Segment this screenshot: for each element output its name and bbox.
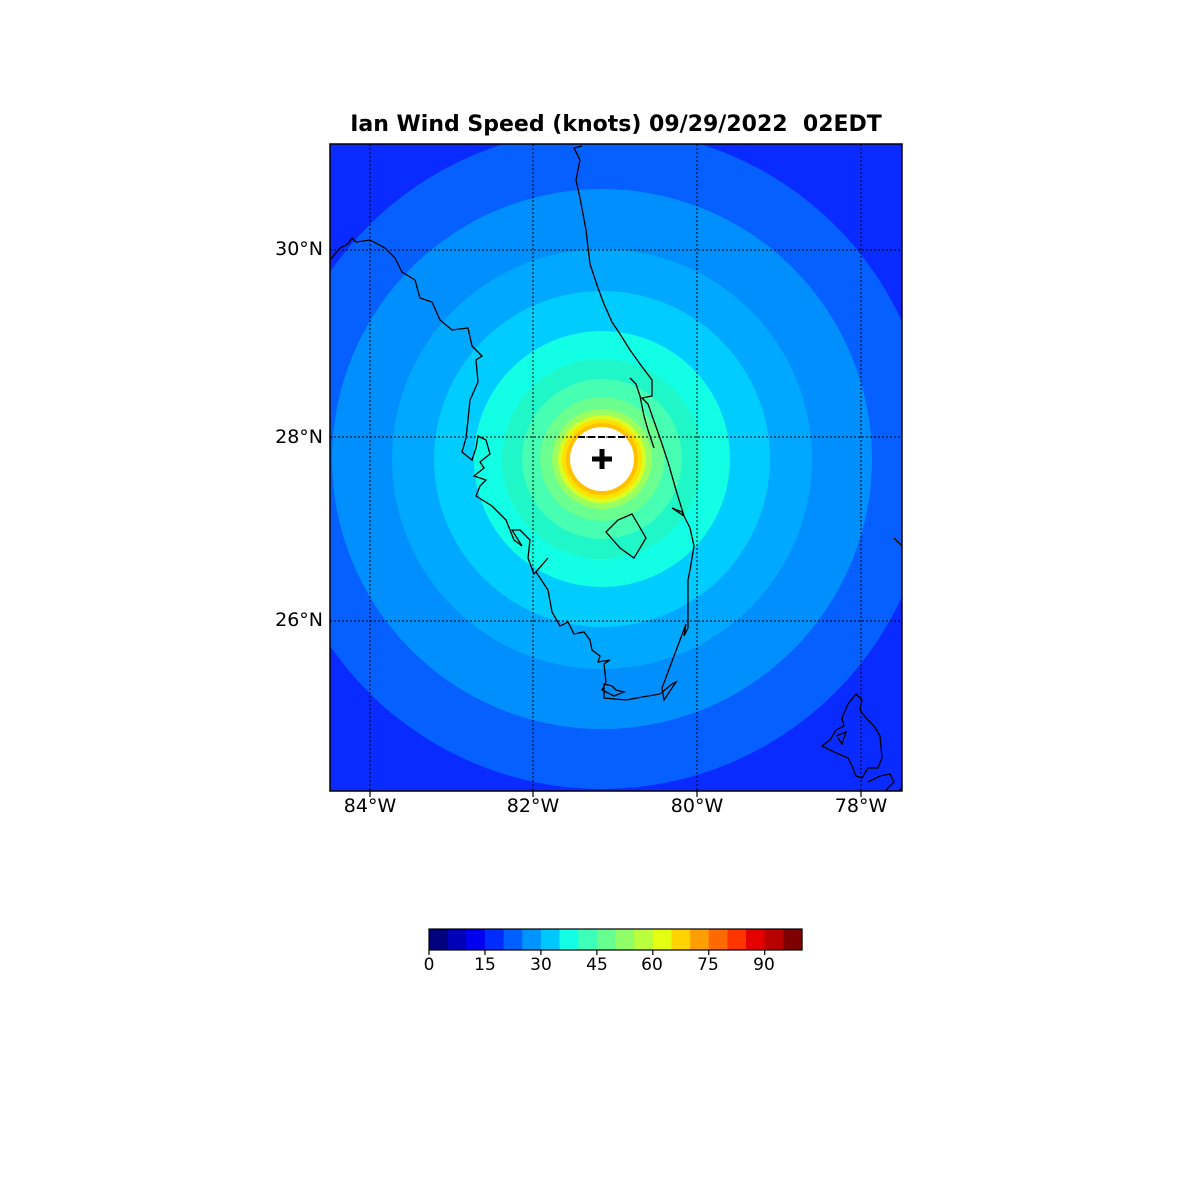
florida-west-coast [330,236,661,701]
colorbar-segment [503,929,523,950]
graticule [330,144,902,791]
colorbar-segment [484,929,505,950]
colorbar-segment [727,929,747,950]
colorbar [429,929,803,950]
lake-okeechobee [605,513,647,559]
lon-label-82w: 82°W [506,795,560,817]
lon-label-84w: 84°W [343,795,397,817]
colorbar-segment [634,929,654,950]
axis-ticks [369,791,862,797]
lat-label-26n: 26°N [275,609,323,631]
coastline [330,145,902,791]
colorbar-segment [652,929,673,950]
colorbar-tick-label: 0 [423,955,435,975]
colorbar-tick-label: 60 [641,955,663,975]
florida-east-coast [573,145,695,702]
colorbar-segment [540,929,561,950]
colorbar-segment [522,929,542,950]
map-title: Ian Wind Speed (knots) 09/29/2022 02EDT [350,112,882,137]
colorbar-segment [596,929,617,950]
lon-label-80w: 80°W [670,795,724,817]
colorbar-frame [428,928,803,951]
colorbar-tick-label: 45 [586,955,608,975]
lat-label-28n: 28°N [275,426,323,448]
colorbar-segment [447,929,467,950]
colorbar-tick-label: 75 [697,955,719,975]
colorbar-segment [615,929,635,950]
plus-marker [592,449,612,469]
colorbar-segment [559,929,579,950]
colorbar-segment [690,929,710,950]
colorbar-segment [578,929,598,950]
colorbar-segment [783,929,803,950]
colorbar-segment [708,929,728,950]
colorbar-tick-label: 90 [753,955,775,975]
colorbar-ticks [428,950,766,955]
lon-label-78w: 78°W [834,795,888,817]
wind-speed-field [330,144,902,791]
bahamas-islands [820,537,902,791]
colorbar-segment [466,929,486,950]
colorbar-tick-label: 15 [474,955,496,975]
colorbar-segment [671,929,691,950]
colorbar-segment [429,929,449,950]
map-frame [329,143,903,792]
florida-east-coast-inner [629,377,655,449]
lat-label-30n: 30°N [275,238,323,260]
colorbar-segment [764,929,784,950]
colorbar-tick-label: 30 [530,955,552,975]
colorbar-segment [746,929,766,950]
